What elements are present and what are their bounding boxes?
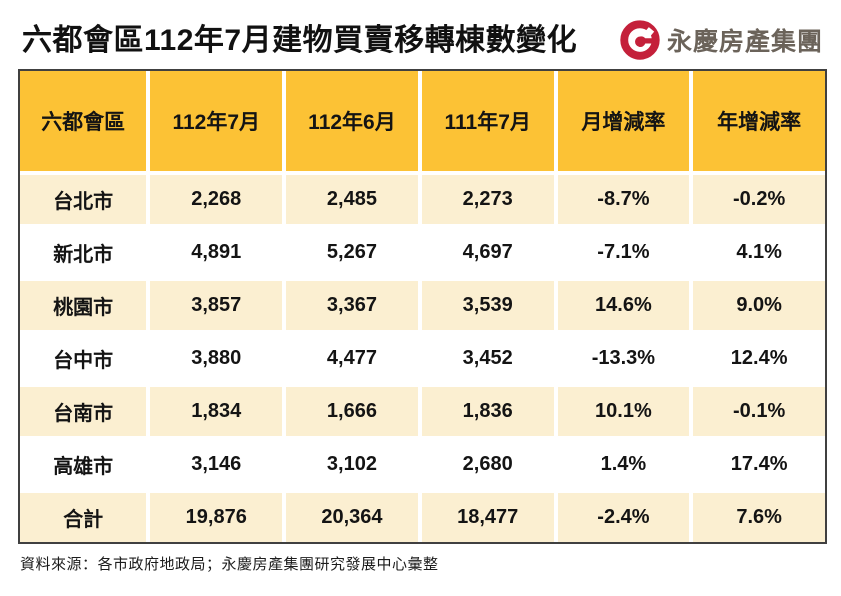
table-cell: 1,836 (421, 387, 554, 436)
table-cell: 3,539 (421, 281, 554, 330)
table-cell: 14.6% (557, 281, 690, 330)
header-cell: 112年6月 (286, 71, 418, 171)
table-cell: 2,680 (421, 440, 554, 489)
top-bar: 六都會區112年7月建物買賣移轉棟數變化 永慶房產集團 (22, 16, 823, 64)
table-cell: 3,367 (286, 281, 418, 330)
transfer-table: 六都會區 112年7月 112年6月 111年7月 月增減率 年增減率 台北市 2,268 2,… (18, 69, 827, 544)
table-cell: 10.1% (557, 387, 690, 436)
header-cell: 111年7月 (421, 71, 554, 171)
table-cell: 1,834 (150, 387, 283, 436)
table-cell: 3,452 (421, 334, 554, 383)
table-cell: -8.7% (557, 175, 690, 224)
table-cell: 7.6% (693, 493, 825, 542)
logo-wordmark: 永慶房產集團 (666, 28, 823, 56)
page-title: 六都會區112年7月建物買賣移轉棟數變化 (22, 23, 578, 57)
header-cell: 年增減率 (693, 71, 825, 171)
table-cell: -0.1% (693, 387, 825, 436)
table-cell: 20,364 (286, 493, 418, 542)
yungching-logo-icon (619, 19, 661, 61)
table-cell: 9.0% (693, 281, 825, 330)
table-cell: 1,666 (286, 387, 418, 436)
row-label: 高雄市 (20, 440, 147, 489)
table-cell: 12.4% (693, 334, 825, 383)
table-cell: 2,485 (286, 175, 418, 224)
table-cell: 2,273 (421, 175, 554, 224)
table-cell: 5,267 (286, 228, 418, 277)
table-cell: 3,146 (150, 440, 283, 489)
table-cell: -7.1% (557, 228, 690, 277)
row-label: 台中市 (20, 334, 147, 383)
table-cell: 4,477 (286, 334, 418, 383)
table-cell: 17.4% (693, 440, 825, 489)
row-label: 新北市 (20, 228, 147, 277)
source-note: 資料來源：各市政府地政局；永慶房產集團研究發展中心彙整 (20, 556, 439, 573)
header-cell: 112年7月 (150, 71, 283, 171)
table-cell: 3,880 (150, 334, 283, 383)
header-cell: 六都會區 (20, 71, 147, 171)
table-cell: 19,876 (150, 493, 283, 542)
table-cell: -13.3% (557, 334, 690, 383)
table-cell: 3,857 (150, 281, 283, 330)
table-cell: 2,268 (150, 175, 283, 224)
company-logo: 永慶房產集團 (619, 19, 823, 61)
table-cell: -2.4% (557, 493, 690, 542)
table-cell: 18,477 (421, 493, 554, 542)
row-label: 合計 (20, 493, 147, 542)
table-cell: 3,102 (286, 440, 418, 489)
table-cell: -0.2% (693, 175, 825, 224)
row-label: 台南市 (20, 387, 147, 436)
table-cell: 4.1% (693, 228, 825, 277)
table-cell: 4,697 (421, 228, 554, 277)
header-cell: 月增減率 (557, 71, 690, 171)
table-cell: 4,891 (150, 228, 283, 277)
row-label: 台北市 (20, 175, 147, 224)
table-cell: 1.4% (557, 440, 690, 489)
row-label: 桃園市 (20, 281, 147, 330)
